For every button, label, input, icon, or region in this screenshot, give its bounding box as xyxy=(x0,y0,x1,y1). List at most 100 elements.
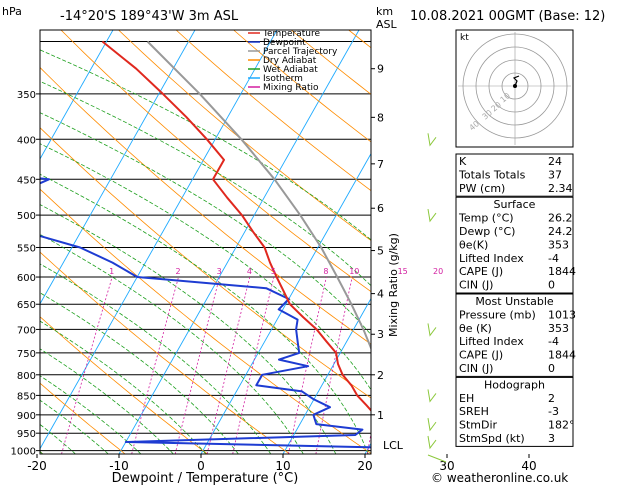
legend-label: Wet Adiabat xyxy=(263,65,318,75)
mixing-ratio-line xyxy=(174,276,220,454)
legend-label: Dry Adiabat xyxy=(263,56,317,66)
dry-adiabat-line xyxy=(118,30,371,241)
wind-barb xyxy=(427,133,437,147)
table-row-label: Lifted Index xyxy=(459,335,524,348)
km-tick-label: 1 xyxy=(377,409,384,422)
pressure-tick-label: 800 xyxy=(17,371,36,382)
wind-barb xyxy=(427,418,437,432)
lcl-label: LCL xyxy=(383,439,404,452)
isotherm-line xyxy=(611,30,629,454)
table-row-value: 1013 xyxy=(548,308,576,321)
pressure-tick-label: 750 xyxy=(17,349,36,360)
mixing-ratio-label: 8 xyxy=(323,267,328,276)
pressure-tick-label: 650 xyxy=(17,300,36,311)
asl-label: ASL xyxy=(376,18,398,31)
mixing-ratio-axis-title: Mixing Ratio (g/kg) xyxy=(387,233,400,337)
wet-adiabat-line xyxy=(40,112,371,336)
table-section xyxy=(455,153,574,197)
plot-background-lines xyxy=(40,30,629,454)
km-tick-label: 3 xyxy=(377,328,384,341)
table-row-value: 2 xyxy=(548,392,555,405)
km-tick-label: 9 xyxy=(377,63,384,76)
mixing-ratio-line xyxy=(288,276,327,454)
table-row-value: 0 xyxy=(548,279,555,292)
table-section xyxy=(455,376,574,447)
mixing-ratio-line xyxy=(232,276,275,454)
temperature-line xyxy=(101,40,371,412)
table-row-value: 182° xyxy=(548,419,575,432)
table-row-label: CAPE (J) xyxy=(459,265,503,278)
wet-adiabat-line xyxy=(40,292,239,454)
mixing-ratio-line xyxy=(405,277,436,454)
mixing-ratio-label: 20 xyxy=(433,267,443,276)
isotherm-line xyxy=(40,30,278,450)
wind-barb xyxy=(427,435,437,450)
pressure-tick-label: 850 xyxy=(17,391,36,402)
legend-label: Parcel Trajectory xyxy=(263,47,338,57)
table-row-label: CIN (J) xyxy=(459,279,493,292)
plot-axes: 1234581015202535040045050055060065070075… xyxy=(11,63,537,486)
mixing-ratio-label: 3 xyxy=(217,267,222,276)
x-axis-title: Dewpoint / Temperature (°C) xyxy=(112,471,299,486)
hodograph-trace xyxy=(512,75,520,87)
mixing-ratio-line xyxy=(315,276,353,454)
dry-adiabat-line xyxy=(579,30,629,454)
km-tick-label: 7 xyxy=(377,158,384,171)
wet-adiabat-line xyxy=(40,80,371,287)
table-row-label: θe(K) xyxy=(459,238,488,251)
dry-adiabat-line xyxy=(60,30,371,293)
mixing-ratio-label: 5 xyxy=(271,267,276,276)
wet-adiabat-line xyxy=(40,234,304,454)
mixing-ratio-label: 10 xyxy=(349,267,359,276)
legend-label: Mixing Ratio xyxy=(263,83,319,93)
wet-adiabat-line xyxy=(40,399,109,454)
isotherm-line xyxy=(118,30,360,454)
wet-adiabat-line xyxy=(40,204,337,454)
dry-adiabat-line xyxy=(40,251,290,454)
table-section xyxy=(455,196,574,294)
mixing-ratio-label: 15 xyxy=(398,267,408,276)
km-tick-label: 4 xyxy=(377,288,384,301)
km-tick-label: 5 xyxy=(377,245,384,258)
dry-adiabat-line xyxy=(40,127,371,399)
dry-adiabat-line xyxy=(175,30,371,192)
table-row-value: 353 xyxy=(548,238,569,251)
km-tick-label: 6 xyxy=(377,202,384,215)
wet-adiabat-line xyxy=(40,49,371,241)
table-row-label: CIN (J) xyxy=(459,362,493,375)
table-row-value: 2.34 xyxy=(548,182,573,195)
mixing-ratio-label: 4 xyxy=(247,267,252,276)
temp-tick-label: 30 xyxy=(439,459,454,473)
table-row-label: SREH xyxy=(459,405,489,418)
table-row-label: θe (K) xyxy=(459,322,492,335)
hodograph-frame xyxy=(455,29,574,148)
mixing-ratio-line xyxy=(61,276,113,454)
indices-table: K 24 Totals Totals 37 PW (cm) 2.34 SurfaceTemp… xyxy=(455,153,576,447)
table-row-label: Lifted Index xyxy=(459,252,524,265)
dry-adiabat-line xyxy=(40,188,371,454)
table-row-value: 26.2 xyxy=(548,212,573,225)
table-row-label: CAPE (J) xyxy=(459,349,503,362)
temp-tick-label: -20 xyxy=(27,459,47,473)
isotherm-line xyxy=(282,297,371,454)
table-row-label: Dewp (°C) xyxy=(459,225,515,238)
table-row-label: StmSpd (kt) xyxy=(459,432,525,445)
hpa-label: hPa xyxy=(2,5,22,18)
isotherm-line xyxy=(200,152,371,454)
hodograph-unit: kt xyxy=(460,33,469,43)
pressure-tick-label: 400 xyxy=(17,135,36,146)
dry-adiabat-line xyxy=(40,66,371,345)
pressure-tick-label: 500 xyxy=(17,211,36,222)
table-row-label: Pressure (mb) xyxy=(459,308,536,321)
table-row-value: 353 xyxy=(548,322,569,335)
plot-traces xyxy=(40,40,371,449)
wind-barb-surface xyxy=(427,454,447,463)
wet-adiabat-line xyxy=(40,173,369,454)
table-row-value: 1844 xyxy=(548,265,576,278)
copyright-credit: © weatheronline.co.uk xyxy=(431,471,568,485)
table-section xyxy=(455,293,574,377)
wet-adiabat-line xyxy=(40,375,142,454)
km-label: km xyxy=(376,5,393,18)
location-title: -14°20'S 189°43'W 3m ASL xyxy=(60,9,239,24)
